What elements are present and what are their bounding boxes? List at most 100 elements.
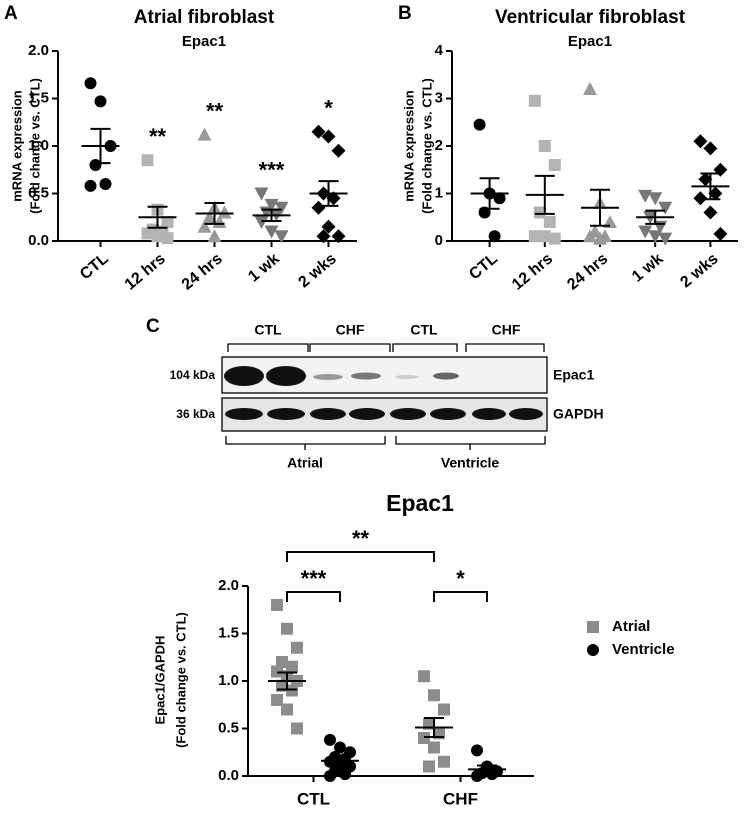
point bbox=[533, 206, 546, 219]
point bbox=[708, 186, 723, 201]
point bbox=[473, 118, 486, 131]
point bbox=[418, 670, 430, 683]
significance: ** bbox=[149, 124, 167, 149]
point bbox=[197, 127, 212, 141]
significance: ** bbox=[206, 98, 224, 123]
point bbox=[638, 189, 653, 203]
legend-label: Ventricle bbox=[612, 641, 675, 658]
group-label: Atrial bbox=[287, 455, 323, 471]
error-bar bbox=[590, 188, 610, 227]
x-tick-label: 1 wk bbox=[245, 250, 283, 285]
point bbox=[703, 141, 718, 156]
panel-label: B bbox=[398, 3, 412, 24]
panel-label: A bbox=[4, 3, 18, 24]
y-tick-label: 0.5 bbox=[28, 184, 49, 201]
point bbox=[321, 129, 336, 144]
x-tick-label: 24 hrs bbox=[564, 250, 611, 293]
error-bar bbox=[700, 172, 721, 201]
point bbox=[593, 231, 607, 245]
point bbox=[583, 82, 597, 95]
point bbox=[311, 124, 326, 139]
y-axis-label: (Fold change vs. CTL) bbox=[27, 78, 42, 214]
significance: * bbox=[456, 566, 465, 591]
error-bar bbox=[330, 756, 350, 765]
point bbox=[151, 230, 164, 243]
point bbox=[264, 225, 279, 239]
bracket bbox=[286, 591, 341, 602]
y-tick-label: 1.0 bbox=[218, 672, 239, 689]
chart-subtitle: Epac1 bbox=[568, 33, 612, 50]
error-bar bbox=[261, 208, 282, 223]
brace bbox=[225, 436, 546, 450]
point bbox=[286, 660, 298, 673]
y-tick-label: 2 bbox=[435, 137, 443, 154]
error-bar bbox=[204, 202, 225, 225]
y-tick-label: 3 bbox=[435, 89, 443, 106]
lane-label: CTL bbox=[254, 322, 282, 338]
y-tick-label: 1.0 bbox=[28, 137, 49, 154]
western-blot: CTL CHF CTL CHF 104 kDa 36 kDa Epac1 GAP… bbox=[170, 322, 604, 471]
error-bar bbox=[424, 717, 444, 739]
lane-label: CTL bbox=[410, 322, 438, 338]
point bbox=[334, 741, 346, 754]
y-tick-label: 0.0 bbox=[218, 767, 239, 784]
y-tick-label: 2.0 bbox=[218, 577, 239, 594]
chart-subtitle: Epac1 bbox=[182, 33, 226, 50]
point bbox=[141, 227, 154, 240]
x-tick-label: 2 wks bbox=[295, 250, 339, 291]
point bbox=[281, 622, 293, 635]
point bbox=[471, 744, 483, 757]
point bbox=[324, 770, 336, 782]
significance: *** bbox=[301, 566, 327, 591]
significance: ** bbox=[352, 526, 370, 551]
point bbox=[311, 200, 326, 215]
point bbox=[713, 162, 728, 177]
point bbox=[99, 178, 112, 190]
protein-label: Epac1 bbox=[553, 367, 594, 383]
point bbox=[141, 154, 154, 167]
point bbox=[538, 140, 551, 152]
bands bbox=[224, 366, 543, 420]
point bbox=[528, 94, 541, 107]
point bbox=[271, 599, 283, 611]
point bbox=[197, 219, 212, 233]
error-bar bbox=[318, 180, 339, 207]
x-tick-label: CHF bbox=[443, 789, 478, 808]
x-tick-label: 24 hrs bbox=[179, 250, 226, 293]
point bbox=[291, 641, 303, 654]
x-tick-label: 12 hrs bbox=[122, 250, 169, 293]
point bbox=[693, 134, 708, 149]
lane-label: CHF bbox=[336, 322, 365, 338]
x-tick-label: 12 hrs bbox=[509, 250, 556, 293]
error-bar bbox=[277, 671, 297, 691]
y-tick-label: 0 bbox=[435, 232, 443, 249]
point bbox=[603, 215, 617, 228]
point bbox=[423, 760, 435, 773]
point bbox=[493, 192, 506, 205]
point bbox=[713, 226, 728, 241]
point bbox=[217, 205, 232, 219]
point bbox=[331, 143, 346, 158]
bracket bbox=[433, 591, 488, 602]
point bbox=[271, 694, 283, 706]
y-tick-label: 1.5 bbox=[28, 89, 49, 106]
chart-title: Epac1 bbox=[386, 490, 454, 516]
x-tick-label: CTL bbox=[297, 789, 330, 808]
y-axis-label: (Fold change vs. CTL) bbox=[173, 612, 188, 748]
point bbox=[94, 95, 107, 108]
brace bbox=[227, 343, 545, 352]
point bbox=[587, 644, 599, 656]
point bbox=[316, 229, 331, 244]
point bbox=[538, 230, 551, 243]
size-label: 36 kDa bbox=[176, 407, 215, 421]
legend-label: Atrial bbox=[612, 618, 650, 635]
point bbox=[528, 230, 541, 243]
point bbox=[276, 656, 288, 668]
x-tick-label: 2 wks bbox=[677, 250, 721, 291]
y-tick-label: 4 bbox=[435, 42, 444, 59]
x-tick-label: CTL bbox=[466, 250, 501, 283]
error-bar bbox=[534, 174, 555, 215]
group-label: Ventricle bbox=[441, 455, 500, 471]
point bbox=[428, 689, 440, 702]
